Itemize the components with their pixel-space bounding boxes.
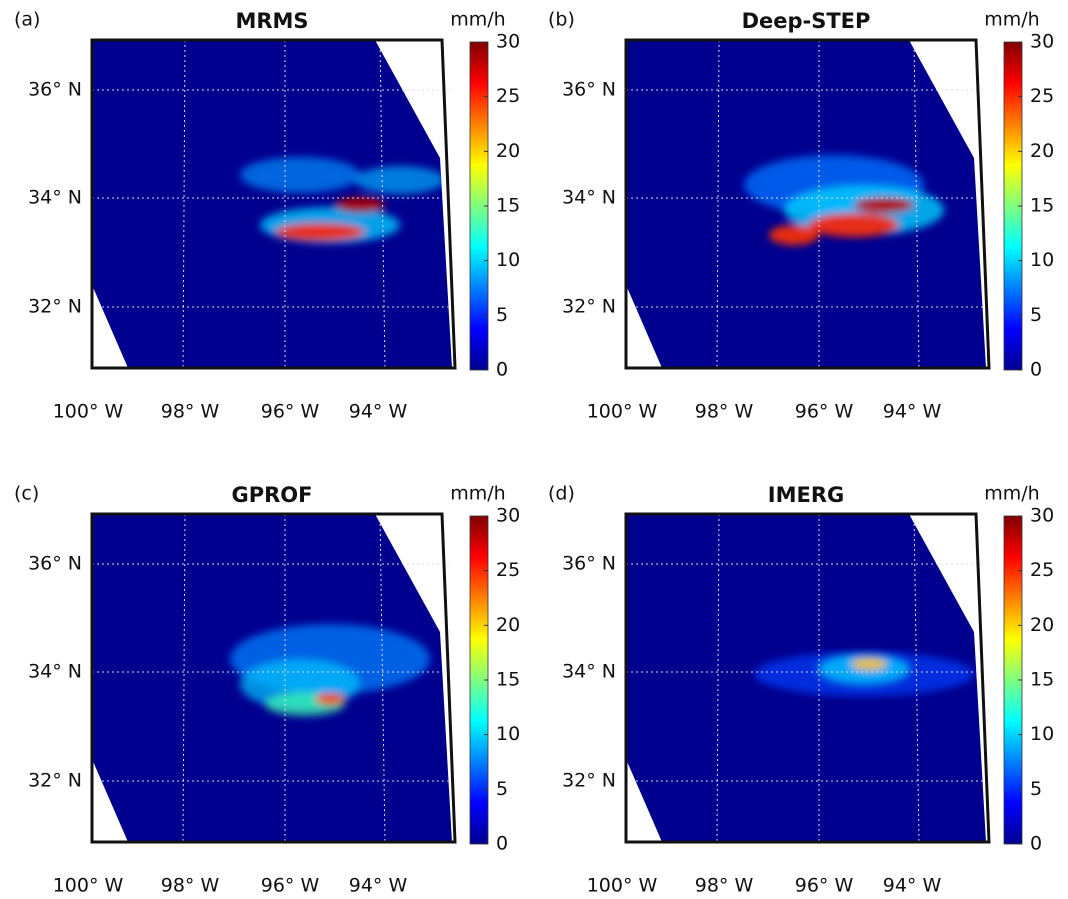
lat-label: 34° N (562, 661, 616, 683)
panel: (a) MRMS 36° N 34° N 32° N 100° W 98° W 96° W 94… (14, 9, 520, 423)
colorbar-unit: mm/h (984, 9, 1039, 31)
panel: (b) Deep-STEP 36° N 34° N 32° N 100° W 98° W 96… (548, 9, 1054, 423)
colorbar-tick-label: 15 (1030, 669, 1054, 691)
lon-label: 100° W (53, 401, 124, 423)
rain-cell (275, 223, 365, 241)
colorbar-tick-label: 15 (496, 195, 520, 217)
rain-cell (355, 166, 445, 194)
map-border (90, 512, 457, 844)
colorbar-tick-label: 25 (496, 85, 520, 107)
colorbar-tick-label: 15 (496, 669, 520, 691)
lat-label: 36° N (28, 553, 82, 575)
lon-label: 94° W (349, 401, 408, 423)
colorbar-tick-label: 15 (1030, 195, 1054, 217)
map-area (92, 40, 452, 368)
colorbar-tick-label: 20 (1030, 614, 1054, 636)
colorbar-tick-label: 5 (496, 778, 508, 800)
lon-label: 98° W (161, 401, 220, 423)
panel: (d) IMERG 36° N 34° N 32° N 100° W 98° W 96° W 9… (548, 483, 1054, 897)
rain-field (240, 157, 445, 243)
lon-label: 94° W (349, 875, 408, 897)
lon-label: 98° W (161, 875, 220, 897)
colorbar-tick-label: 25 (1030, 559, 1054, 581)
colorbar-tick-label: 0 (496, 833, 508, 855)
lat-label: 36° N (562, 79, 616, 101)
colorbar-tick-label: 20 (496, 614, 520, 636)
colorbar-tick-label: 5 (1030, 778, 1042, 800)
colorbar-tick-label: 25 (496, 559, 520, 581)
lat-label: 36° N (562, 553, 616, 575)
colorbar-tick-label: 10 (496, 249, 520, 271)
colorbar-unit: mm/h (984, 483, 1039, 505)
lon-label: 100° W (587, 401, 658, 423)
panel-label: (a) (14, 9, 40, 31)
panel-label: (b) (548, 9, 575, 31)
colorbar-tick-label: 0 (1030, 833, 1042, 855)
lon-label: 100° W (53, 875, 124, 897)
colorbar-tick-label: 0 (496, 359, 508, 381)
lon-label: 94° W (883, 875, 942, 897)
rain-cell (769, 225, 819, 245)
lon-label: 96° W (261, 401, 320, 423)
lon-label: 98° W (695, 401, 754, 423)
panel-title: Deep-STEP (742, 9, 871, 33)
panel-title: GPROF (232, 483, 313, 507)
rain-cell (854, 197, 914, 213)
colorbar-tick-label: 10 (1030, 249, 1054, 271)
lat-label: 34° N (28, 661, 82, 683)
colorbar-tick-label: 30 (1030, 31, 1054, 53)
colorbar-tick-label: 30 (496, 31, 520, 53)
map-border (624, 38, 991, 370)
colorbar-tick-label: 30 (496, 505, 520, 527)
lat-label: 34° N (562, 187, 616, 209)
panel: (c) GPROF 36° N 34° N 32° N 100° W 98° W 96° W 9… (14, 483, 520, 897)
rain-field (754, 652, 974, 696)
lat-label: 32° N (562, 296, 616, 318)
rain-cell (809, 213, 899, 237)
rain-cell (851, 658, 887, 670)
lon-label: 96° W (795, 401, 854, 423)
panel-title: IMERG (768, 483, 844, 507)
panel-label: (d) (548, 483, 575, 505)
lat-label: 32° N (562, 770, 616, 792)
lat-label: 32° N (28, 770, 82, 792)
map-border (624, 512, 991, 844)
map-border (90, 38, 457, 370)
lon-label: 100° W (587, 875, 658, 897)
colorbar-unit: mm/h (450, 9, 505, 31)
colorbar-tick-label: 25 (1030, 85, 1054, 107)
rain-cell (335, 197, 385, 213)
colorbar-tick-label: 20 (1030, 140, 1054, 162)
colorbar-tick-label: 10 (1030, 723, 1054, 745)
rain-field (230, 624, 430, 716)
lat-label: 32° N (28, 296, 82, 318)
lon-label: 94° W (883, 401, 942, 423)
colorbar-tick-label: 20 (496, 140, 520, 162)
rain-field (744, 155, 944, 245)
colorbar-tick-label: 10 (496, 723, 520, 745)
panel-label: (c) (14, 483, 39, 505)
colorbar-tick-label: 5 (1030, 304, 1042, 326)
lat-label: 34° N (28, 187, 82, 209)
colorbar-tick-label: 30 (1030, 505, 1054, 527)
lon-label: 96° W (795, 875, 854, 897)
lat-label: 36° N (28, 79, 82, 101)
colorbar-tick-label: 0 (1030, 359, 1042, 381)
rain-cell (315, 693, 345, 705)
lon-label: 96° W (261, 875, 320, 897)
colorbar-tick-label: 5 (496, 304, 508, 326)
panel-title: MRMS (235, 9, 308, 33)
lon-label: 98° W (695, 875, 754, 897)
colorbar-unit: mm/h (450, 483, 505, 505)
rain-cell (240, 157, 360, 193)
